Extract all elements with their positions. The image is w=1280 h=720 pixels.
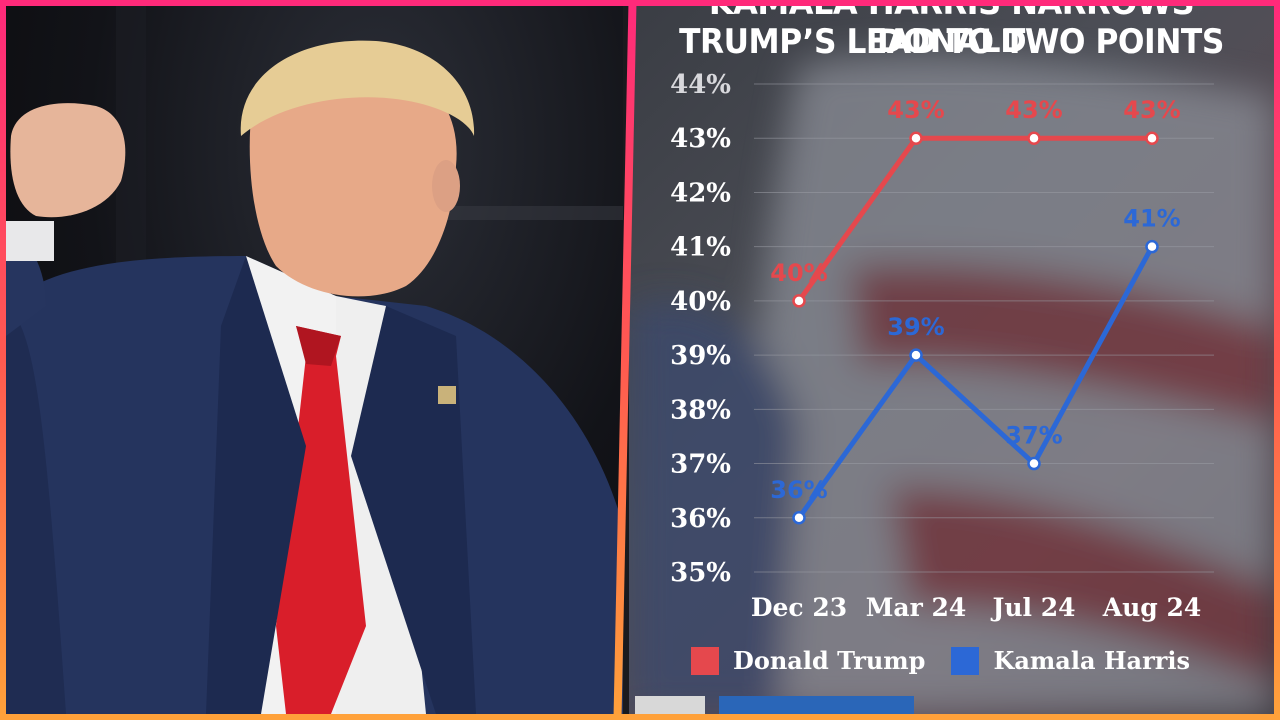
data-label: 43% xyxy=(1123,96,1180,124)
data-point xyxy=(1145,131,1159,145)
legend-swatch-trump xyxy=(691,646,719,675)
line-chart: 44% 43% 42% 41% 40% 39% 38% 37% 36% 35% Dec 23 Mar … xyxy=(670,70,1214,622)
data-label: 39% xyxy=(887,313,944,341)
legend-label-harris: Kamala Harris xyxy=(993,646,1190,675)
data-point xyxy=(909,131,923,145)
person-photo xyxy=(6,6,623,714)
x-tick-label: Aug 24 xyxy=(1102,593,1202,622)
y-tick-label: 44% xyxy=(670,70,731,100)
data-point xyxy=(1027,456,1041,471)
x-tick-label: Dec 23 xyxy=(751,593,847,622)
data-label: 43% xyxy=(887,96,944,124)
y-tick-label: 38% xyxy=(670,395,731,425)
data-point xyxy=(792,511,806,525)
series-line-harris xyxy=(796,245,1155,520)
y-tick-label: 37% xyxy=(670,450,731,480)
chart-panel: KAMALA HARRIS NARROWS DONALD TRUMP’S LEA… xyxy=(629,6,1274,714)
y-tick-label: 41% xyxy=(670,233,731,263)
data-label: 37% xyxy=(1005,422,1062,450)
publisher-logo-right xyxy=(719,696,914,714)
data-label: 41% xyxy=(1123,205,1180,233)
legend-label-trump: Donald Trump xyxy=(733,646,926,675)
x-tick-label: Jul 24 xyxy=(991,593,1076,622)
y-tick-label: 35% xyxy=(670,558,731,588)
legend-item-trump: Donald Trump xyxy=(691,646,925,675)
data-point xyxy=(909,348,923,362)
data-label: 40% xyxy=(770,259,827,287)
data-point xyxy=(792,294,806,308)
y-tick-label: 42% xyxy=(670,178,731,208)
publisher-logo-left xyxy=(635,696,705,714)
chart-legend: Donald Trump Kamala Harris xyxy=(691,646,1190,675)
legend-item-harris: Kamala Harris xyxy=(951,646,1190,675)
data-label: 36% xyxy=(770,476,827,504)
headline-line-2: TRUMP’S LEAD TO TWO POINTS xyxy=(679,22,1224,62)
data-label: 43% xyxy=(1005,96,1062,124)
series-line-trump xyxy=(796,135,1152,303)
legend-swatch-harris xyxy=(951,646,980,675)
y-tick-label: 43% xyxy=(670,124,731,154)
y-tick-label: 39% xyxy=(670,341,731,371)
x-tick-label: Mar 24 xyxy=(866,593,967,622)
y-tick-label: 36% xyxy=(670,504,731,534)
data-point xyxy=(1027,131,1041,145)
data-point xyxy=(1145,239,1159,254)
photo-panel xyxy=(6,6,623,714)
y-tick-label: 40% xyxy=(670,287,731,317)
